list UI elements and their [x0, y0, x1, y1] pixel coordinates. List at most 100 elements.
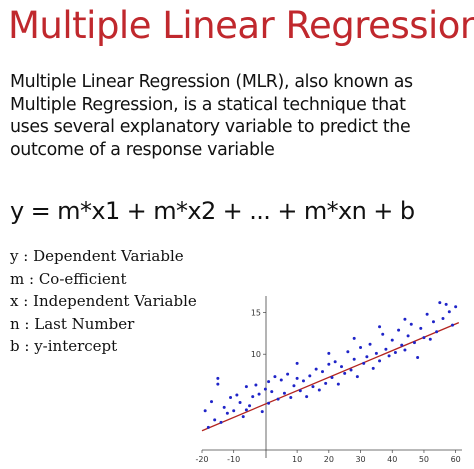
data-point — [254, 383, 258, 387]
data-point — [362, 361, 366, 365]
data-point — [260, 410, 264, 414]
data-point — [368, 342, 372, 346]
legend-item-n: n : Last Number — [10, 314, 135, 333]
data-point — [454, 305, 458, 309]
data-point — [298, 389, 302, 393]
data-point — [295, 361, 299, 365]
data-point — [397, 328, 401, 332]
data-point — [412, 341, 416, 345]
x-tick-label: 20 — [324, 455, 334, 464]
data-point — [248, 404, 252, 408]
x-tick-label: -20 — [195, 455, 208, 464]
intro-line: Multiple Linear Regression (MLR), also k… — [10, 72, 413, 92]
data-point — [206, 425, 210, 429]
data-point — [425, 312, 429, 316]
y-tick-label: 10 — [251, 350, 261, 359]
data-point — [295, 376, 299, 380]
data-point — [330, 375, 334, 379]
data-point — [276, 397, 280, 401]
data-point — [403, 317, 407, 321]
data-point — [419, 326, 423, 330]
data-point — [346, 350, 350, 354]
data-point — [340, 365, 344, 369]
x-tick-label: 10 — [292, 455, 302, 464]
data-point — [232, 409, 236, 413]
data-point — [324, 381, 328, 385]
data-point — [267, 380, 271, 384]
data-point — [403, 348, 407, 352]
data-point — [235, 393, 239, 397]
data-point — [222, 405, 226, 409]
data-point — [216, 382, 220, 386]
data-point — [378, 325, 382, 329]
data-point — [244, 385, 248, 389]
y-tick-label: 15 — [251, 309, 261, 318]
data-point — [267, 401, 271, 405]
legend-item-b: b : y-intercept — [10, 337, 118, 355]
data-point — [257, 392, 261, 396]
data-point — [286, 372, 290, 376]
intro-line: uses several explanatory variable to pre… — [10, 117, 411, 137]
data-point — [270, 390, 274, 394]
data-point — [444, 302, 448, 306]
data-point — [390, 338, 394, 342]
data-point — [336, 382, 340, 386]
data-point — [387, 354, 391, 358]
data-point — [406, 334, 410, 338]
data-point — [343, 371, 347, 375]
data-point — [311, 385, 315, 389]
data-point — [441, 316, 445, 320]
x-tick-label: 40 — [387, 455, 397, 464]
data-point — [320, 370, 324, 374]
legend-item-m: m : Co-efficient — [10, 269, 127, 288]
data-point — [308, 374, 312, 378]
data-point — [289, 395, 293, 399]
x-tick-label: 50 — [419, 455, 429, 464]
data-point — [352, 357, 356, 361]
data-point — [384, 347, 388, 351]
data-point — [447, 310, 451, 314]
data-point — [317, 388, 321, 392]
data-point — [400, 343, 404, 347]
data-point — [273, 375, 277, 379]
data-point — [241, 415, 245, 419]
x-tick-label: 30 — [355, 455, 365, 464]
intro-line: outcome of a response variable — [10, 139, 275, 160]
x-tick-label: 60 — [451, 455, 461, 464]
legend-item-y: y : Dependent Variable — [10, 247, 184, 265]
data-point — [251, 395, 255, 399]
intro-line: Multiple Regression, is a statical techn… — [10, 94, 406, 115]
page-title: Multiple Linear Regression — [8, 4, 474, 47]
data-point — [352, 336, 356, 340]
data-point — [219, 420, 223, 424]
data-point — [216, 376, 220, 380]
data-point — [422, 336, 426, 340]
data-point — [210, 400, 214, 404]
data-point — [225, 411, 229, 415]
data-point — [349, 368, 353, 372]
variable-legend: y : Dependent Variable m : Co-efficient … — [10, 245, 197, 358]
regression-line — [201, 322, 460, 432]
data-point — [213, 418, 217, 422]
data-point — [428, 337, 432, 341]
data-point — [393, 351, 397, 355]
data-point — [371, 366, 375, 370]
data-point — [431, 320, 435, 324]
data-point — [333, 360, 337, 364]
regression-equation: y = m*x1 + m*x2 + ... + m*xn + b — [10, 197, 415, 225]
x-tick-label: -10 — [227, 455, 240, 464]
data-point — [229, 395, 233, 399]
intro-paragraph: Multiple Linear Regression (MLR), also k… — [10, 71, 472, 161]
data-point — [292, 384, 296, 388]
data-point — [314, 367, 318, 371]
data-point — [305, 395, 309, 399]
data-point — [244, 408, 248, 412]
data-point — [416, 356, 420, 360]
data-point — [282, 391, 286, 395]
data-point — [238, 400, 242, 404]
data-point — [327, 362, 331, 366]
legend-item-x: x : Independent Variable — [10, 292, 197, 310]
data-point — [365, 355, 369, 359]
data-point — [378, 359, 382, 363]
data-point — [327, 351, 331, 355]
